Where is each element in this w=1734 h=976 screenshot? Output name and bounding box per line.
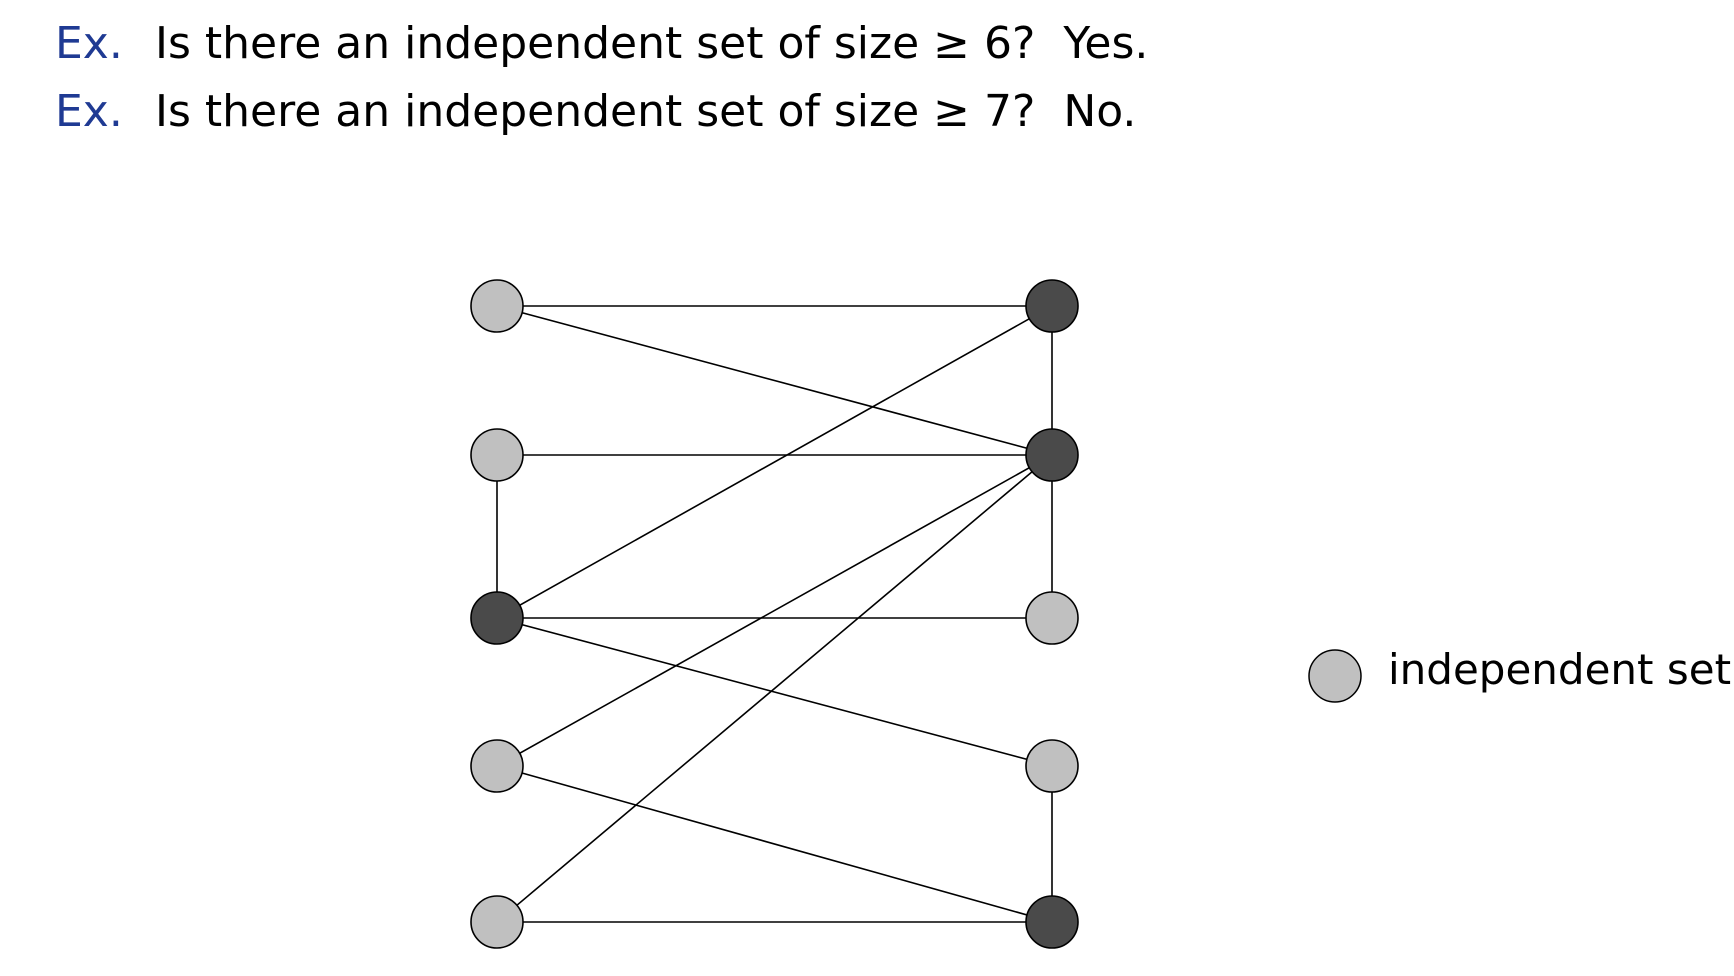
example-label: Ex. [55,86,123,137]
node-L1-in-set [470,279,524,333]
question-line-2: Ex. Is there an independent set of size ≥… [55,82,1136,142]
node-L4-in-set [470,739,524,793]
node-R1-not-in-set [1025,279,1079,333]
node-L3-not-in-set [470,591,524,645]
edge-L3-R1 [496,305,1053,619]
node-R2-not-in-set [1025,428,1079,482]
node-L2-in-set [470,428,524,482]
node-R4-in-set [1025,739,1079,793]
legend-swatch [1308,649,1362,703]
edge-L4-R2 [496,454,1053,767]
node-R3-in-set [1025,591,1079,645]
question-answer: Yes. [1063,18,1149,69]
edge-L3-R4 [496,617,1053,767]
node-R5-not-in-set [1025,895,1079,949]
graph-nodes [470,279,1079,949]
question-text: Is there an independent set of size ≥ 6? [155,18,1036,69]
legend-label: independent set [1388,645,1732,694]
edge-L4-R5 [496,765,1053,923]
question-answer: No. [1063,86,1137,137]
node-L5-in-set [470,895,524,949]
question-line-1: Ex. Is there an independent set of size ≥… [55,14,1148,74]
question-text: Is there an independent set of size ≥ 7? [155,86,1036,137]
graph-edges [496,305,1053,923]
edge-L1-R2 [496,305,1053,456]
edge-L5-R2 [496,454,1053,923]
example-label: Ex. [55,18,123,69]
